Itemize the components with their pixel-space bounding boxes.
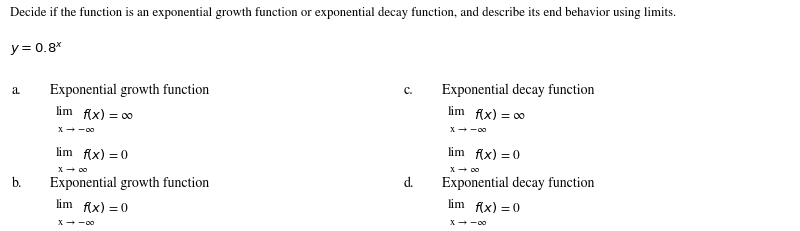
Text: x → −∞: x → −∞ <box>450 216 486 226</box>
Text: $y = 0.8^{x}$: $y = 0.8^{x}$ <box>10 40 62 57</box>
Text: $f(x)$ = ∞: $f(x)$ = ∞ <box>474 106 526 121</box>
Text: $f(x)$ = 0: $f(x)$ = 0 <box>82 199 130 214</box>
Text: d.: d. <box>404 176 414 189</box>
Text: Decide if the function is an exponential growth function or exponential decay fu: Decide if the function is an exponential… <box>10 7 676 19</box>
Text: Exponential growth function: Exponential growth function <box>50 176 210 189</box>
Text: lim: lim <box>448 199 466 210</box>
Text: x → −∞: x → −∞ <box>450 124 486 133</box>
Text: x → ∞: x → ∞ <box>58 164 87 174</box>
Text: x → ∞: x → ∞ <box>450 164 479 174</box>
Text: Exponential decay function: Exponential decay function <box>442 83 594 97</box>
Text: $f(x)$ = 0: $f(x)$ = 0 <box>474 147 522 162</box>
Text: lim: lim <box>448 147 466 158</box>
Text: lim: lim <box>56 147 74 158</box>
Text: a.: a. <box>12 83 22 97</box>
Text: lim: lim <box>448 106 466 118</box>
Text: $f(x)$ = ∞: $f(x)$ = ∞ <box>82 106 134 121</box>
Text: b.: b. <box>12 176 22 189</box>
Text: $f(x)$ = 0: $f(x)$ = 0 <box>82 147 130 162</box>
Text: Exponential decay function: Exponential decay function <box>442 176 594 189</box>
Text: lim: lim <box>56 199 74 210</box>
Text: x → −∞: x → −∞ <box>58 124 94 133</box>
Text: $f(x)$ = 0: $f(x)$ = 0 <box>474 199 522 214</box>
Text: lim: lim <box>56 106 74 118</box>
Text: c.: c. <box>404 83 414 97</box>
Text: Exponential growth function: Exponential growth function <box>50 83 210 97</box>
Text: x → −∞: x → −∞ <box>58 216 94 226</box>
